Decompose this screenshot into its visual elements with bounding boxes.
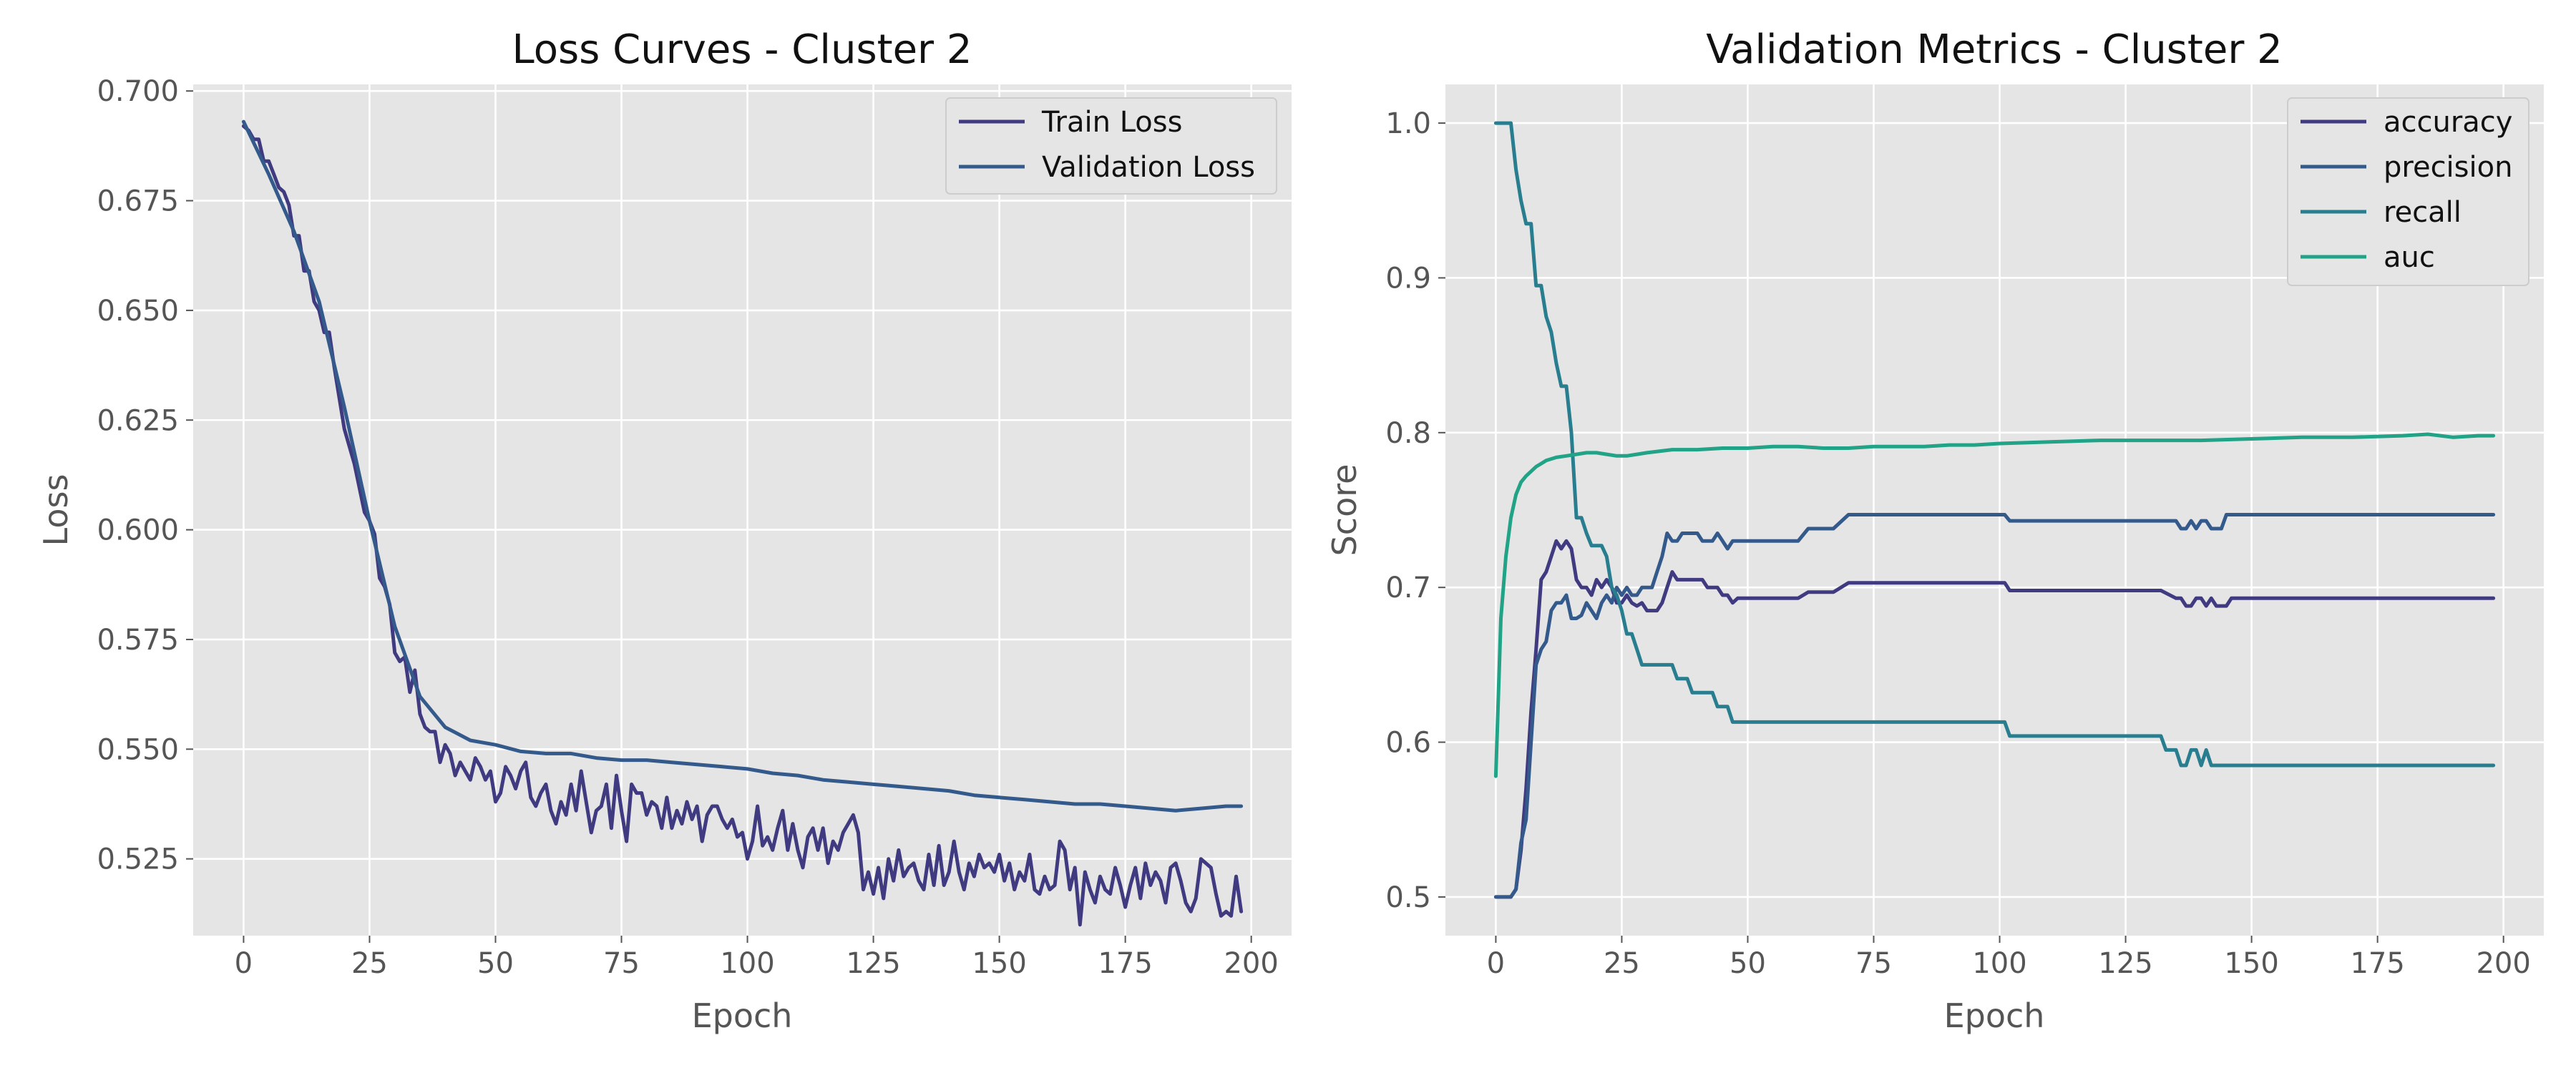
metrics-x-tick-label: 150 bbox=[2224, 947, 2278, 980]
metrics-x-tick-label: 175 bbox=[2350, 947, 2404, 980]
metrics-gridlines bbox=[1445, 84, 2544, 936]
loss-x-ticks: 0 25 50 75 100 125 150 175 200 bbox=[235, 936, 1279, 980]
loss-series-train-loss-line bbox=[241, 124, 1244, 927]
metrics-series-recall-line bbox=[1493, 121, 2496, 768]
loss-legend-box bbox=[945, 97, 1277, 195]
metrics-x-tick-label: 25 bbox=[1604, 947, 1640, 980]
metrics-x-tick-label: 0 bbox=[1487, 947, 1505, 980]
loss-y-tick-label: 0.675 bbox=[97, 185, 179, 218]
loss-y-tick-label: 0.525 bbox=[97, 843, 179, 876]
metrics-y-ticks: 0.5 0.6 0.7 0.8 0.9 1.0 bbox=[1385, 107, 1445, 914]
loss-y-tick-label: 0.650 bbox=[97, 295, 179, 328]
metrics-x-tick-label: 75 bbox=[1855, 947, 1892, 980]
metrics-legend-label-recall: recall bbox=[2384, 196, 2462, 229]
metrics-series-accuracy-line bbox=[1493, 539, 2496, 899]
metrics-legend: accuracy precision recall auc bbox=[2287, 97, 2529, 286]
loss-legend-label-train: Train Loss bbox=[1041, 106, 1182, 139]
metrics-legend-label-auc: auc bbox=[2384, 241, 2435, 274]
loss-y-tick-label: 0.575 bbox=[97, 624, 179, 657]
metrics-y-tick-label: 0.5 bbox=[1385, 881, 1431, 914]
metrics-series-group bbox=[1493, 121, 2496, 899]
metrics-y-tick-label: 1.0 bbox=[1385, 107, 1431, 140]
loss-y-tick-label: 0.625 bbox=[97, 404, 179, 437]
metrics-y-tick-label: 0.8 bbox=[1385, 417, 1431, 450]
loss-chart-title: Loss Curves - Cluster 2 bbox=[512, 26, 972, 73]
loss-x-tick-label: 200 bbox=[1224, 947, 1278, 980]
metrics-y-axis-label: Score bbox=[1325, 464, 1364, 557]
loss-y-tick-label: 0.600 bbox=[97, 514, 179, 547]
loss-x-tick-label: 50 bbox=[477, 947, 514, 980]
loss-x-tick-label: 175 bbox=[1098, 947, 1152, 980]
loss-x-tick-label: 125 bbox=[846, 947, 900, 980]
loss-x-tick-label: 0 bbox=[235, 947, 253, 980]
metrics-legend-label-precision: precision bbox=[2384, 151, 2512, 184]
metrics-series-precision-line bbox=[1493, 513, 2496, 899]
metrics-x-tick-label: 200 bbox=[2476, 947, 2530, 980]
loss-x-tick-label: 100 bbox=[720, 947, 774, 980]
metrics-chart-title: Validation Metrics - Cluster 2 bbox=[1706, 26, 2283, 73]
loss-y-axis-label: Loss bbox=[36, 474, 75, 547]
metrics-series-auc-line bbox=[1493, 432, 2496, 778]
loss-y-ticks: 0.525 0.550 0.575 0.600 0.625 0.650 0.675 0.700 bbox=[97, 75, 193, 876]
loss-x-tick-label: 25 bbox=[351, 947, 388, 980]
metrics-x-tick-label: 125 bbox=[2098, 947, 2152, 980]
loss-chart: 0 25 50 75 100 125 150 175 200 0.5250.5500.5750.… bbox=[36, 26, 1292, 1035]
metrics-legend-label-accuracy: accuracy bbox=[2384, 106, 2512, 139]
metrics-y-tick-label: 0.7 bbox=[1385, 572, 1431, 604]
loss-series-group bbox=[241, 119, 1244, 927]
metrics-x-ticks: 0 25 50 75 100 125 150 175 200 bbox=[1487, 936, 2531, 980]
loss-x-tick-label: 150 bbox=[972, 947, 1026, 980]
metrics-x-tick-label: 100 bbox=[1972, 947, 2026, 980]
loss-gridlines bbox=[193, 84, 1292, 936]
loss-x-axis-label: Epoch bbox=[692, 996, 793, 1035]
metrics-y-tick-label: 0.9 bbox=[1385, 262, 1431, 295]
metrics-y-tick-label: 0.6 bbox=[1385, 727, 1431, 760]
metrics-legend-box bbox=[2287, 97, 2529, 286]
loss-y-tick-label: 0.550 bbox=[97, 733, 179, 766]
loss-x-tick-label: 75 bbox=[603, 947, 640, 980]
loss-series-validation-loss-line bbox=[241, 119, 1244, 813]
metrics-x-tick-label: 50 bbox=[1729, 947, 1766, 980]
loss-legend-label-validation: Validation Loss bbox=[1042, 151, 1255, 184]
loss-legend: Train Loss Validation Loss bbox=[945, 97, 1277, 195]
loss-plot-area bbox=[193, 84, 1292, 936]
loss-y-tick-label: 0.700 bbox=[97, 75, 179, 108]
metrics-chart: 0 25 50 75 100 125 150 175 200 0.5 0.6 0.7 0.8 0.9 1.… bbox=[1325, 26, 2544, 1035]
metrics-x-axis-label: Epoch bbox=[1944, 996, 2045, 1035]
